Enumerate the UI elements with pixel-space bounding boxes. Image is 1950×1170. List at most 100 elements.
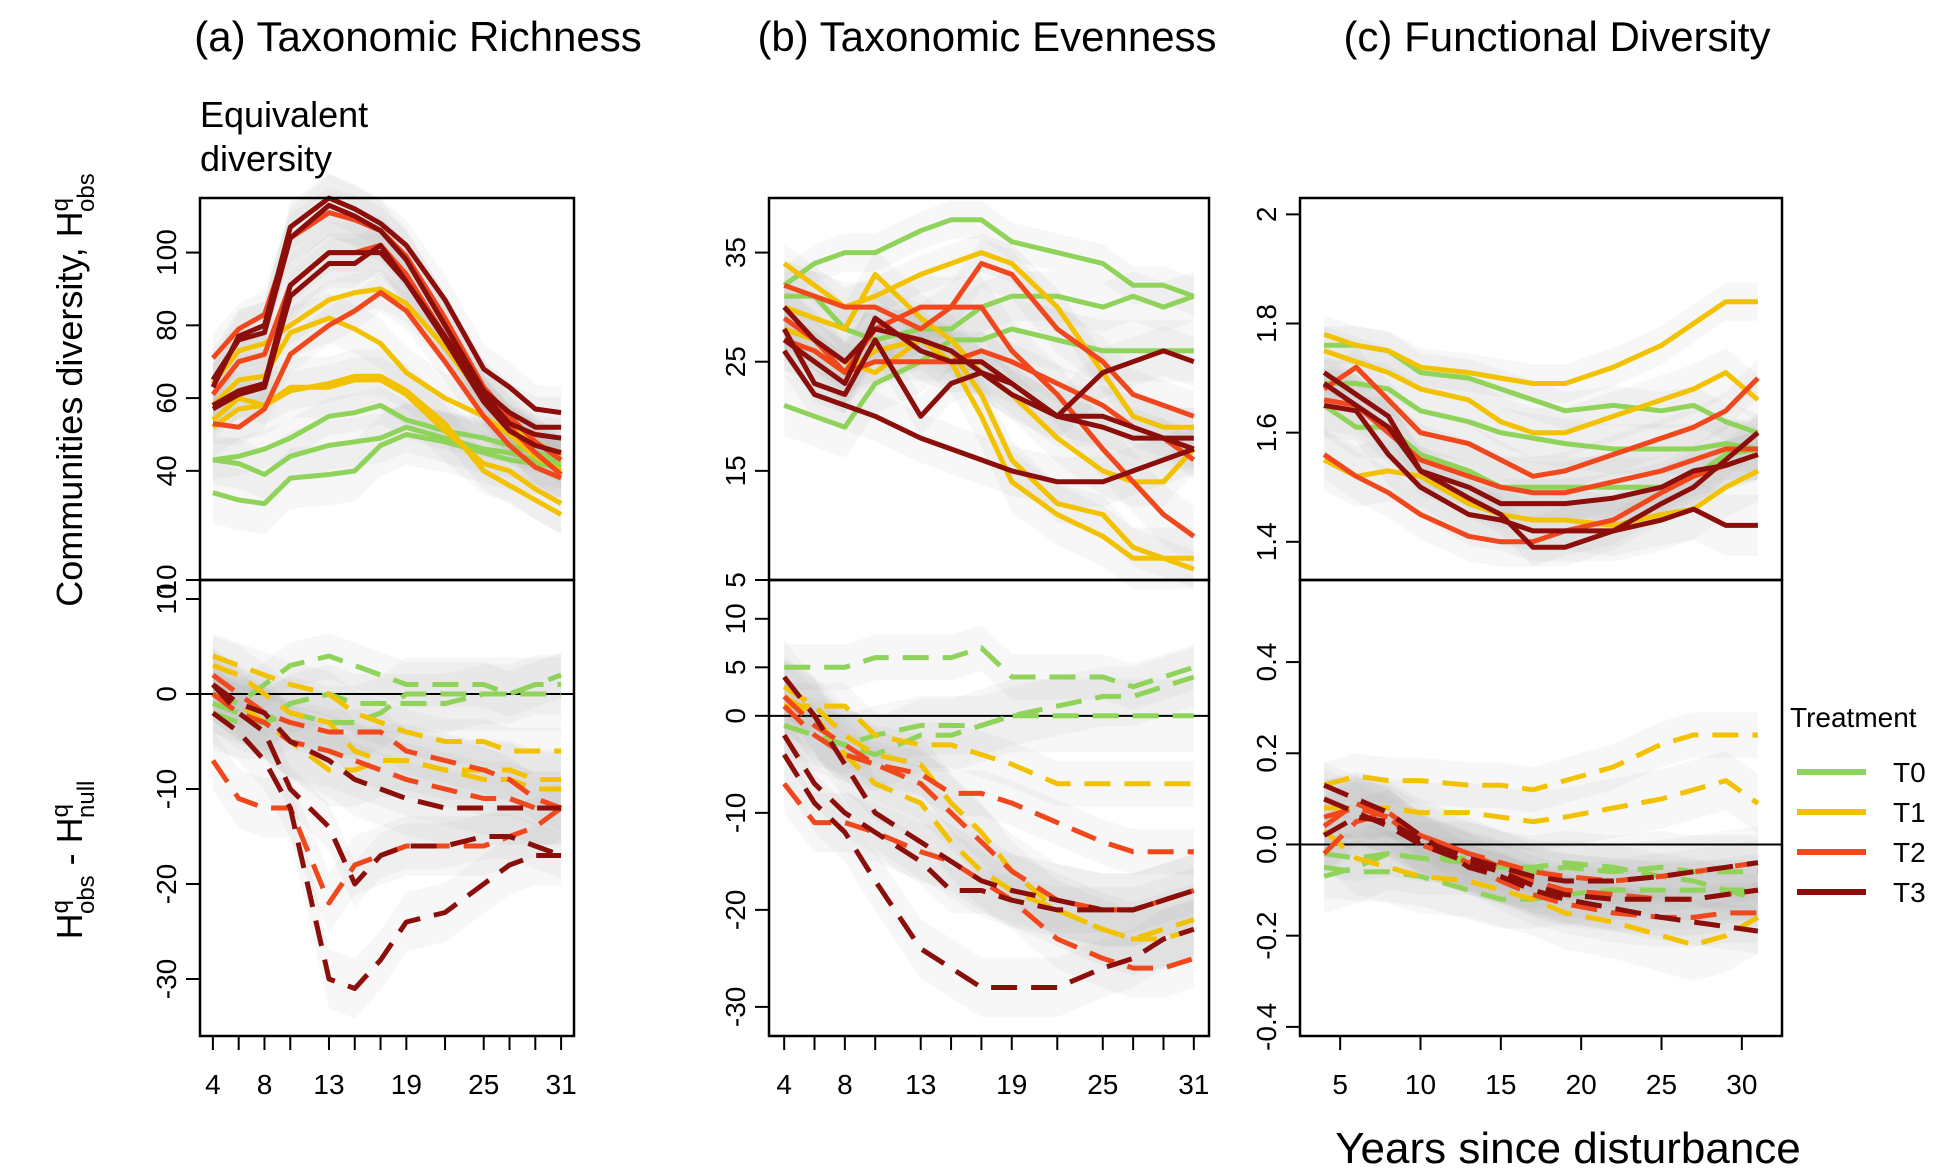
series-line-t3 [782,327,1195,452]
x-tick-label: 20 [1566,1069,1597,1100]
y-axis-label-bottom: Hqobs - Hqnull [47,781,100,940]
uncertainty-band [784,625,1194,710]
series-line-t3 [211,242,562,456]
uncertainty-band [212,652,562,831]
series-line-t2 [1322,800,1758,920]
legend-title: Treatment [1790,702,1917,733]
uncertainty-band [1324,429,1758,567]
uncertainty-band [1324,780,1758,918]
y-tick-label: 10 [151,564,182,595]
x-tick-label: 10 [1405,1069,1436,1100]
y-tick-label: 1.4 [1251,522,1282,561]
series-line-t2 [1322,364,1760,479]
y-tick-label: 5 [720,660,751,676]
series-line-t3 [211,682,562,811]
x-tick-label: 13 [905,1069,936,1100]
series-line-t3 [782,675,1195,913]
x-tick-label: 8 [837,1069,853,1100]
series-line-t0 [1323,851,1758,879]
series-line-t0 [782,217,1195,299]
x-tick-label: 25 [468,1069,499,1100]
series-line-t0 [212,653,562,706]
uncertainty-band [1324,326,1758,458]
annotation-line-1: Equivalent [200,94,368,135]
x-tick-label: 4 [205,1069,221,1100]
y-tick-label: 0.4 [1251,643,1282,682]
y-tick-label: 15 [720,455,751,486]
legend-label-t2: T2 [1893,837,1926,868]
series-line-t1 [212,653,562,754]
y-tick-label: 0.2 [1251,734,1282,773]
y-tick-label: -0.4 [1251,1003,1282,1051]
x-tick-label: 25 [1087,1069,1118,1100]
uncertainty-band [1324,358,1758,474]
uncertainty-band [784,725,1194,1018]
series-line-t2 [1323,397,1758,496]
uncertainty-band [1324,712,1758,813]
series-line-t0 [1323,851,1759,902]
uncertainty-band [212,648,562,826]
y-tick-label: 40 [151,455,182,486]
uncertainty-band [784,754,1194,998]
y-tick-label: 80 [151,310,182,341]
uncertainty-band [784,657,1194,969]
uncertainty-band [1324,773,1758,948]
series-layer [200,195,1782,991]
uncertainty-band [212,293,562,496]
panel-title-b: (b) Taxonomic Evenness [757,13,1216,60]
series-line-t0 [1324,381,1759,452]
uncertainty-band [1324,762,1758,954]
x-axis-label: Years since disturbance [1335,1124,1801,1170]
x-tick-label: 8 [257,1069,273,1100]
uncertainty-band [212,654,562,753]
series-line-t0 [783,326,1194,430]
series-line-t3 [1322,381,1759,507]
series-line-t2 [783,261,1195,419]
plot-frame [198,578,576,1038]
uncertainty-band [1324,751,1758,852]
series-line-t0 [212,424,562,477]
uncertainty-band [1324,771,1758,936]
uncertainty-band [212,349,562,535]
uncertainty-band [784,679,1194,792]
uncertainty-band [784,683,1194,807]
x-tick-label: 5 [1332,1069,1348,1100]
uncertainty-band [784,683,1194,875]
uncertainty-band [212,633,562,727]
x-tick-label: 30 [1726,1069,1757,1100]
y-tick-label: -0.2 [1251,912,1282,960]
series-line-t3 [1322,814,1759,884]
y-tick-label: 0 [151,686,182,702]
series-line-t0 [784,645,1195,690]
series-line-t1 [1324,778,1760,825]
y-tick-label: 25 [720,346,751,377]
y-axis-label-top: Communities diversity, Hqobs [47,173,100,606]
y-tick-label: -10 [151,769,182,809]
y-tick-label: 1.8 [1251,304,1282,343]
x-tick-label: 15 [1485,1069,1516,1100]
x-tick-label: 4 [776,1069,792,1100]
series-line-t2 [1323,805,1759,902]
uncertainty-band [784,659,1194,976]
x-tick-label: 13 [313,1069,344,1100]
legend-label-t3: T3 [1893,877,1926,908]
panel-title-c: (c) Functional Diversity [1343,13,1770,60]
plot-frame [767,578,1211,1038]
y-tick-label: 0.0 [1251,825,1282,864]
series-line-t2 [212,290,563,481]
series-line-t3 [210,202,562,430]
x-tick-label: 25 [1646,1069,1677,1100]
y-tick-label: 1.6 [1251,413,1282,452]
y-tick-label: 10 [720,603,751,634]
y-tick-label: -30 [720,987,751,1027]
series-line-t0 [783,713,1194,758]
x-tick-label: 31 [546,1069,577,1100]
uncertainty-band [1324,348,1758,496]
uncertainty-band [1324,794,1758,982]
legend-label-t1: T1 [1893,797,1926,828]
uncertainty-band [784,309,1194,589]
y-tick-label: -20 [151,864,182,904]
series-line-t2 [1322,452,1759,545]
series-line-t0 [212,432,562,507]
